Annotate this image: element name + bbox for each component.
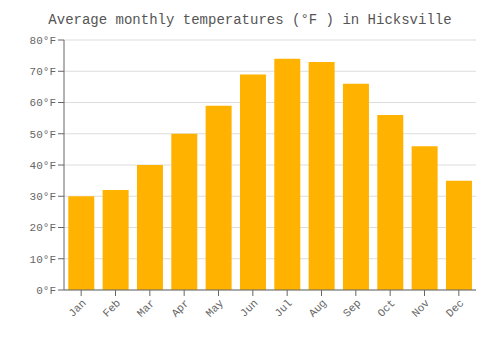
svg-text:Jan: Jan bbox=[66, 297, 88, 319]
svg-text:May: May bbox=[204, 297, 227, 320]
svg-text:30°F: 30°F bbox=[30, 191, 56, 203]
svg-text:20°F: 20°F bbox=[30, 222, 56, 234]
html-text:Average monthly temperatures (: Average monthly temperatures (°F ) in Hi… bbox=[48, 12, 452, 28]
svg-text:Aug: Aug bbox=[307, 297, 329, 319]
svg-text:40°F: 40°F bbox=[30, 160, 56, 172]
svg-text:Nov: Nov bbox=[410, 297, 433, 320]
svg-text:Jun: Jun bbox=[238, 297, 260, 319]
svg-text:50°F: 50°F bbox=[30, 129, 56, 141]
svg-text:70°F: 70°F bbox=[30, 66, 56, 78]
svg-text:Mar: Mar bbox=[135, 297, 157, 319]
svg-text:Oct: Oct bbox=[375, 297, 397, 319]
svg-text:Jul: Jul bbox=[272, 297, 294, 319]
svg-text:0°F: 0°F bbox=[36, 285, 56, 297]
svg-text:Sep: Sep bbox=[341, 297, 363, 319]
svg-text:60°F: 60°F bbox=[30, 97, 56, 109]
svg-text:Feb: Feb bbox=[101, 297, 123, 319]
svg-text:Dec: Dec bbox=[444, 297, 466, 319]
svg-text:10°F: 10°F bbox=[30, 254, 56, 266]
svg-text:80°F: 80°F bbox=[30, 35, 56, 47]
svg-text:Apr: Apr bbox=[169, 297, 191, 319]
